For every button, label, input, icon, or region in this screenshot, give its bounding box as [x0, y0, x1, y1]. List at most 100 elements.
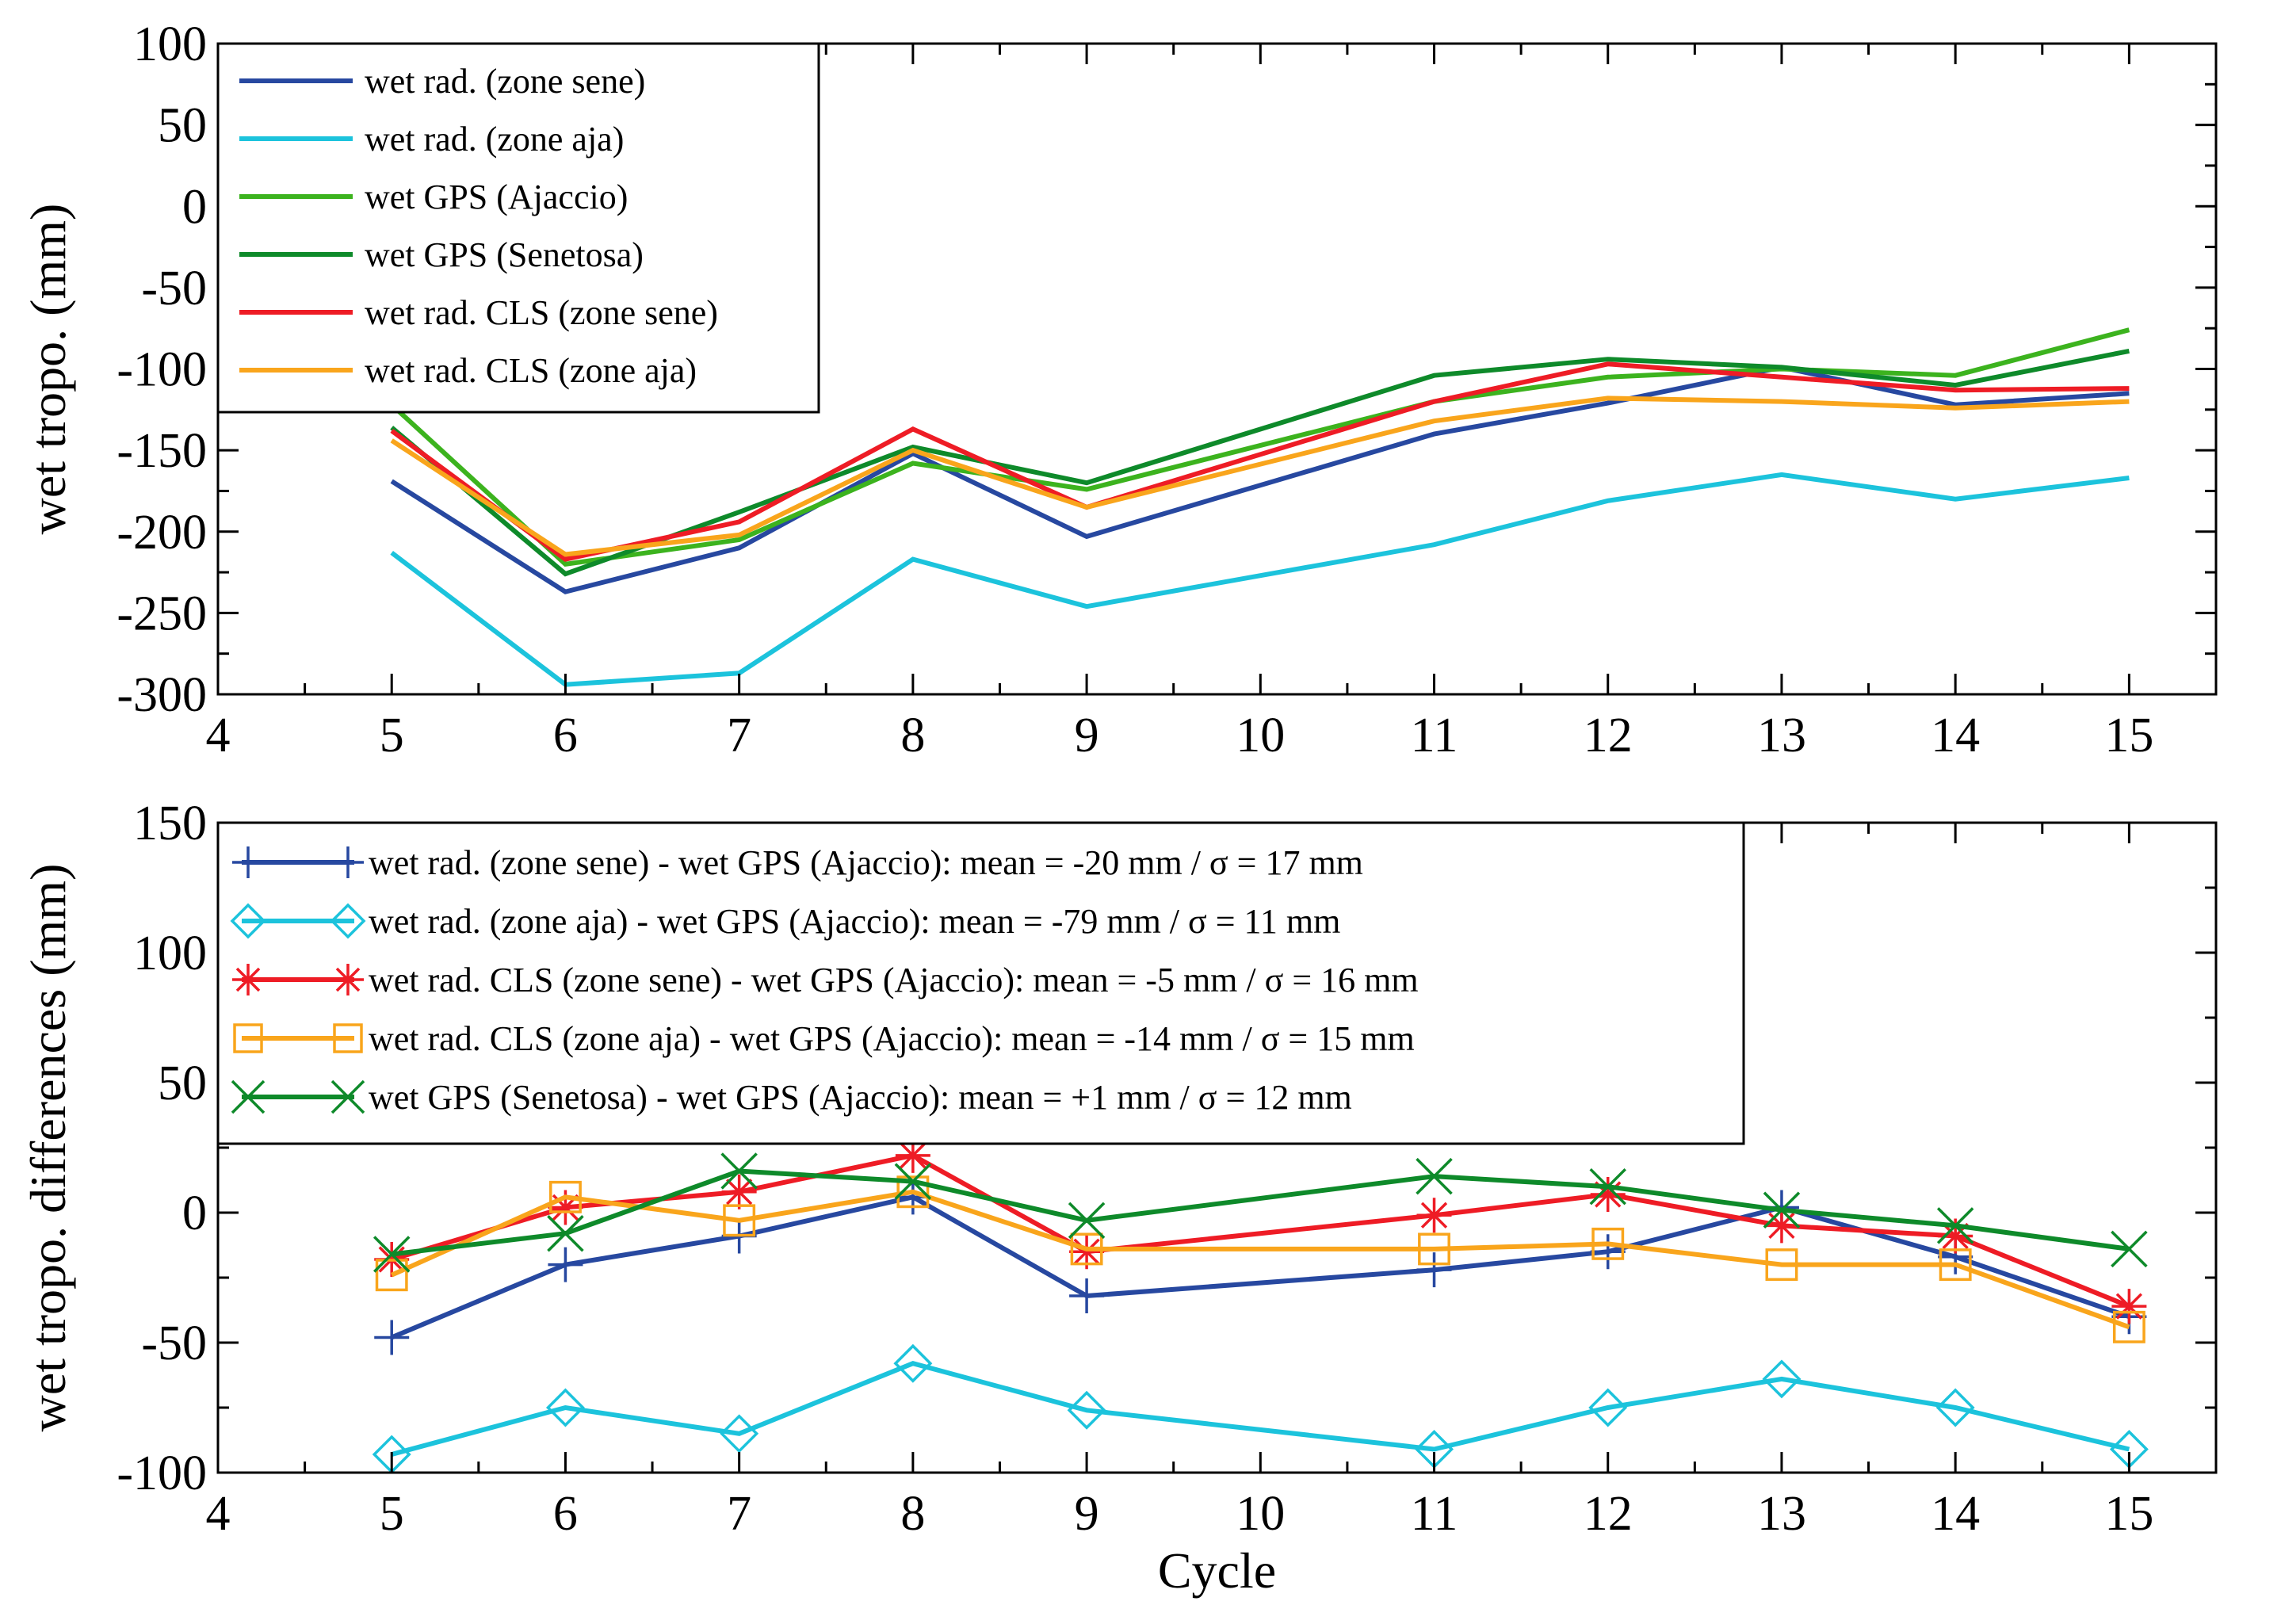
top-chart: 4 5 6 7 8 9 10 11 12 13 14 15 -300 -250 -200 -150 -100 -5…	[20, 17, 2218, 762]
series-line-2	[391, 1152, 2130, 1309]
x-tick-label: 4	[206, 1487, 231, 1541]
series-line-4	[390, 361, 2130, 562]
y-tick-label: 50	[158, 1057, 207, 1110]
x-tick-label: 9	[1075, 709, 1099, 762]
series-line-2	[390, 327, 2130, 567]
x-tick-label: 8	[900, 1487, 925, 1541]
y-tick-label: -100	[117, 1446, 207, 1500]
data-point	[548, 1180, 582, 1213]
x-tick-label: 5	[380, 709, 404, 762]
data-point	[1762, 1359, 1801, 1399]
y-axis-title: wet tropo. differences (mm)	[20, 864, 76, 1432]
legend-label: wet rad. CLS (zone sene) - wet GPS (Ajac…	[369, 961, 1419, 999]
data-point	[723, 1204, 756, 1237]
data-point	[373, 1236, 411, 1273]
data-point	[1765, 1248, 1798, 1282]
x-tick-label: 14	[1931, 1487, 1980, 1541]
data-point	[896, 1175, 930, 1209]
series-markers-4	[373, 1152, 2148, 1273]
x-tick-label: 11	[1411, 709, 1458, 762]
legend-x-marker	[330, 1079, 365, 1114]
y-tick-label: 100	[133, 927, 207, 980]
x-tick-label: 14	[1931, 709, 1980, 762]
data-point	[720, 1152, 758, 1190]
data-point	[375, 1259, 408, 1292]
y-tick-label: -150	[117, 424, 207, 478]
data-point	[720, 1414, 759, 1454]
legend-square-marker	[333, 1023, 363, 1053]
y-tick-label: 0	[182, 180, 207, 234]
series-line-1	[390, 472, 2130, 687]
data-point	[548, 1247, 583, 1282]
series-line-4	[391, 1168, 2130, 1257]
data-point	[893, 1343, 933, 1383]
legend-label: wet rad. (zone sene) - wet GPS (Ajaccio)…	[369, 843, 1363, 882]
y-tick-label: 100	[133, 17, 207, 71]
x-axis-title: Cycle	[1158, 1542, 1276, 1599]
x-tick-label: 11	[1411, 1487, 1458, 1541]
legend-star-marker	[332, 964, 364, 995]
legend-box	[216, 821, 1745, 1145]
y-tick-label: -50	[141, 1316, 207, 1370]
legend-label: wet GPS (Ajaccio)	[365, 178, 628, 216]
x-tick-label: 12	[1584, 709, 1633, 762]
y-tick-label: -300	[117, 668, 207, 722]
legend: wet rad. (zone sene) wet rad. (zone aja) w…	[216, 42, 820, 414]
data-point	[547, 1215, 584, 1252]
data-point	[1070, 1232, 1103, 1266]
data-point	[1588, 1388, 1628, 1427]
data-point	[1939, 1248, 1972, 1282]
data-point	[1935, 1388, 1975, 1427]
x-tick-label: 10	[1236, 709, 1285, 762]
y-tick-label: 0	[182, 1186, 207, 1240]
legend: wet rad. (zone sene) - wet GPS (Ajaccio)…	[216, 821, 1745, 1145]
data-point	[1418, 1232, 1450, 1266]
data-point	[374, 1320, 410, 1355]
y-tick-label: -50	[141, 262, 207, 315]
series-line-1	[391, 1361, 2130, 1457]
data-point	[1763, 1191, 1801, 1229]
x-tick-label: 9	[1075, 1487, 1099, 1541]
data-point	[545, 1388, 585, 1427]
y-tick-label: -250	[117, 587, 207, 640]
x-tick-label: 7	[727, 1487, 751, 1541]
data-point	[1763, 1208, 1799, 1244]
data-point	[2111, 1230, 2148, 1268]
x-tick-label: 12	[1584, 1487, 1633, 1541]
data-point	[1590, 1177, 1626, 1213]
data-point	[1067, 1390, 1106, 1430]
series-markers-3	[375, 1175, 2145, 1343]
y-tick-label: 150	[133, 797, 207, 850]
data-point	[1416, 1157, 1453, 1195]
bottom-chart: 4 5 6 7 8 9 10 11 12 13 14 15 -100 -50 0 50 100 150 wet tr…	[20, 797, 2218, 1599]
legend-label: wet GPS (Senetosa) - wet GPS (Ajaccio): …	[369, 1078, 1352, 1117]
data-point	[1068, 1202, 1106, 1240]
data-point	[1069, 1234, 1105, 1270]
data-point	[1936, 1207, 1974, 1244]
data-point	[1589, 1167, 1626, 1206]
data-point	[1591, 1227, 1625, 1260]
legend-box	[216, 42, 820, 414]
legend-plus-marker	[232, 846, 264, 878]
data-point	[1069, 1278, 1105, 1313]
legend-diamond-marker	[230, 903, 266, 939]
data-point	[1416, 1198, 1452, 1233]
data-point	[2111, 1289, 2147, 1324]
x-tick-label: 6	[553, 709, 578, 762]
legend-label: wet rad. CLS (zone aja) - wet GPS (Ajacc…	[369, 1019, 1415, 1058]
legend-star-marker	[232, 964, 264, 995]
x-tick-label: 6	[553, 1487, 578, 1541]
data-point	[895, 1137, 930, 1173]
y-tick-label: 50	[158, 99, 207, 153]
x-tick-label: 15	[2104, 1487, 2153, 1541]
legend-diamond-marker	[330, 903, 366, 939]
legend-x-marker	[231, 1079, 266, 1114]
data-point	[1416, 1252, 1452, 1288]
series-line-3	[390, 1189, 2130, 1330]
series-markers-2	[374, 1137, 2147, 1324]
legend-label: wet rad. CLS (zone aja)	[365, 351, 697, 390]
series-line-0	[390, 365, 2130, 594]
legend-label: wet GPS (Senetosa)	[365, 235, 644, 274]
legend-plus-marker	[332, 846, 364, 878]
y-tick-label: -100	[117, 343, 207, 397]
